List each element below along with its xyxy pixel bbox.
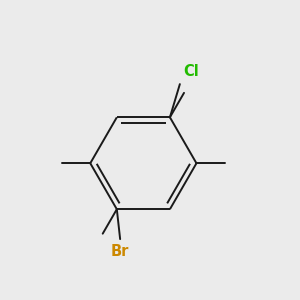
Text: Cl: Cl (183, 64, 199, 79)
Text: Br: Br (111, 244, 129, 259)
